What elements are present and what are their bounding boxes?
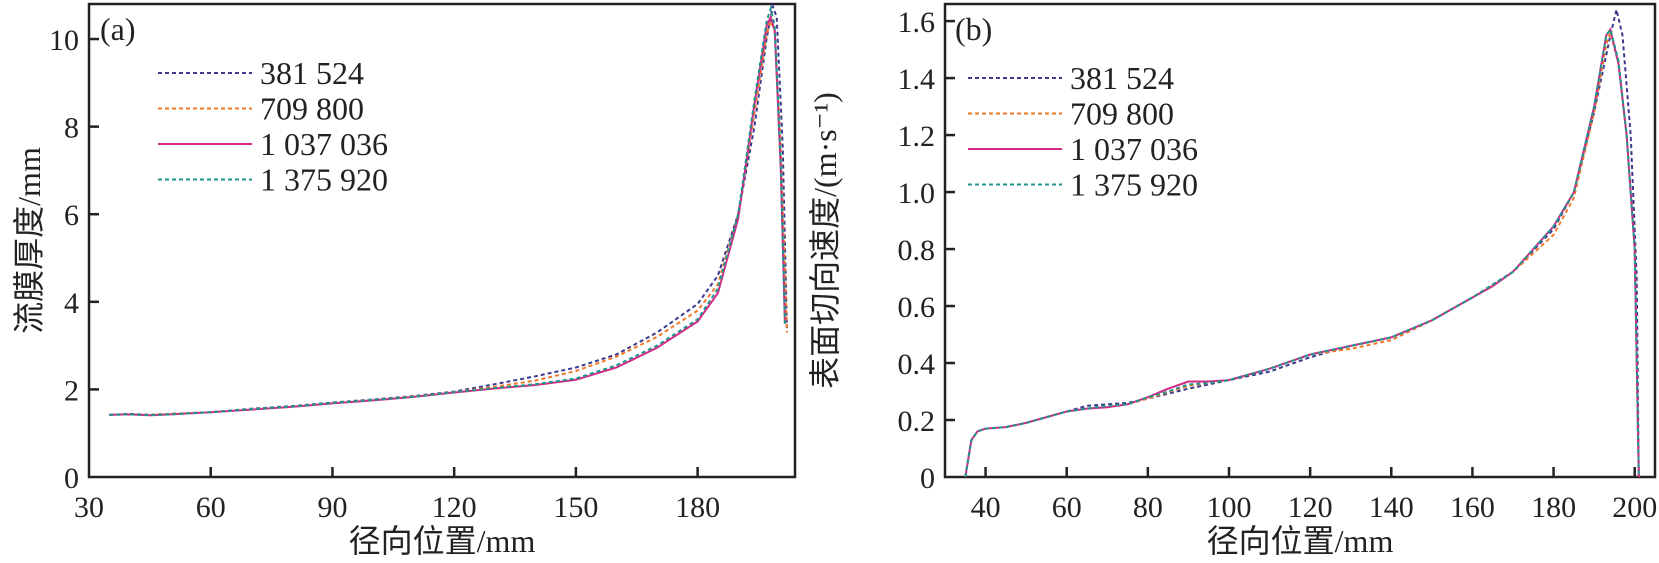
series-line-1375920	[109, 4, 786, 417]
plot-frame	[943, 2, 1657, 479]
legend-label: 709 800	[1070, 96, 1174, 132]
y-axis-label: 流膜厚度/mm	[11, 147, 47, 334]
legend-label: 1 375 920	[1070, 167, 1198, 203]
y-tick-label: 1.4	[898, 63, 936, 96]
y-tick-label: 1.2	[898, 120, 936, 153]
y-tick-label: 1.6	[898, 6, 936, 39]
series-line-709800	[109, 18, 788, 416]
x-tick-label: 150	[553, 491, 598, 524]
y-axis-label: 表面切向速度/(m·s⁻¹)	[807, 92, 843, 389]
x-tick-label: 40	[971, 491, 1001, 524]
y-tick-label: 6	[64, 199, 79, 232]
y-tick-label: 0.6	[898, 291, 936, 324]
x-tick-label: 90	[317, 491, 347, 524]
x-tick-label: 60	[1052, 491, 1082, 524]
series-line-709800	[964, 29, 1640, 478]
panel-label: (a)	[100, 11, 136, 47]
series-line-381524	[109, 2, 788, 416]
y-tick-label: 2	[64, 374, 79, 407]
x-axis-label: 径向位置/mm	[1207, 523, 1394, 559]
legend-label: 1 037 036	[260, 126, 388, 162]
legend-label: 709 800	[260, 91, 364, 127]
y-tick-label: 0.2	[898, 405, 936, 438]
legend-label: 381 524	[1070, 60, 1174, 96]
x-tick-label: 120	[432, 491, 477, 524]
legend-label: 1 375 920	[260, 162, 388, 198]
legend-label: 1 037 036	[1070, 131, 1198, 167]
x-tick-label: 140	[1369, 491, 1414, 524]
series-line-381524	[964, 9, 1640, 478]
y-tick-label: 8	[64, 112, 79, 145]
y-tick-label: 0	[920, 462, 935, 495]
series-line-1375920	[964, 27, 1640, 478]
y-tick-label: 0.8	[898, 234, 936, 267]
x-tick-label: 80	[1133, 491, 1163, 524]
legend-label: 381 524	[260, 55, 364, 91]
x-tick-label: 120	[1288, 491, 1333, 524]
y-tick-label: 1.0	[898, 177, 936, 210]
chart-panel-a: 30 60 90 120 150 180 0 2 4 6 8 10 径向位置/mm 流膜厚度/mm (a) 3…	[11, 2, 797, 559]
x-tick-label: 30	[74, 491, 104, 524]
x-tick-label: 160	[1450, 491, 1495, 524]
y-tick-label: 4	[64, 287, 79, 320]
plot-frame	[87, 2, 797, 479]
x-axis-label: 径向位置/mm	[349, 523, 536, 559]
panel-label: (b)	[955, 11, 992, 47]
y-tick-label: 0.4	[898, 348, 936, 381]
x-tick-label: 100	[1207, 491, 1252, 524]
x-tick-label: 60	[196, 491, 226, 524]
series-line-1037036	[964, 27, 1640, 478]
y-tick-label: 0	[64, 462, 79, 495]
series-line-1037036	[109, 14, 786, 417]
y-tick-label: 10	[49, 24, 79, 57]
x-tick-label: 200	[1612, 491, 1657, 524]
x-tick-label: 180	[675, 491, 720, 524]
chart-panel-b: 40 60 80 100 120 140 160 180 200 0 0.2 0.4 0.6 0.8 1.0…	[807, 2, 1657, 559]
x-tick-label: 180	[1531, 491, 1576, 524]
